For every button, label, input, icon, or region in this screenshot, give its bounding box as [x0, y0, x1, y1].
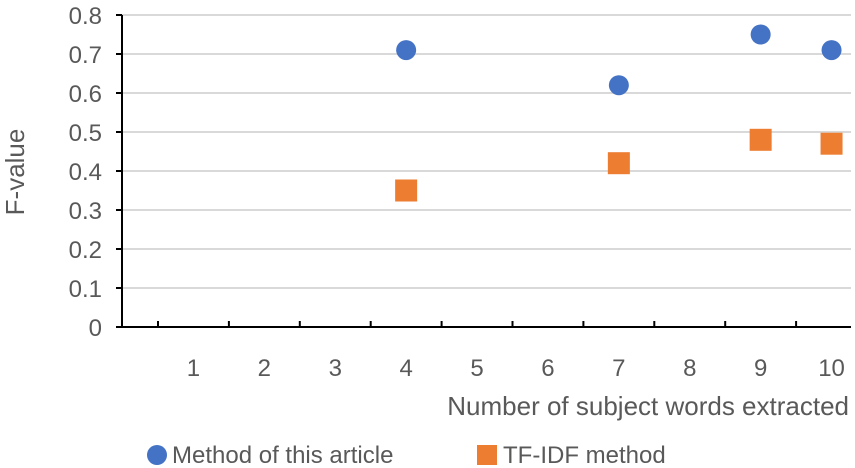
- legend-label-method-of-this-article: Method of this article: [172, 442, 393, 468]
- legend: Method of this article TF-IDF method: [147, 442, 666, 468]
- point-tf-idf-method: [607, 152, 630, 175]
- point-tf-idf-method: [749, 128, 772, 151]
- y-tick-label: 0.8: [69, 3, 102, 30]
- x-tick-label: 10: [818, 355, 845, 382]
- point-method-of-this-article: [396, 40, 417, 61]
- y-tick-label: 0.3: [69, 198, 102, 225]
- point-method-of-this-article: [608, 75, 629, 96]
- y-tick-label: 0.6: [69, 81, 102, 108]
- data-points: [395, 24, 843, 202]
- y-tick-label: 0.2: [69, 237, 102, 264]
- point-tf-idf-method: [820, 132, 843, 155]
- point-method-of-this-article: [750, 24, 771, 45]
- axes: [116, 14, 851, 328]
- x-tick-label: 2: [258, 355, 271, 382]
- y-tick-labels: 0 0.1 0.2 0.3 0.4 0.5 0.6 0.7 0.8: [69, 3, 102, 342]
- x-tick-label: 9: [754, 355, 767, 382]
- point-method-of-this-article: [821, 40, 842, 61]
- point-tf-idf-method: [395, 179, 418, 202]
- x-tick-labels: 1 2 3 4 5 6 7 8 9 10: [187, 355, 845, 382]
- x-tick-label: 1: [187, 355, 200, 382]
- x-tick-label: 3: [329, 355, 342, 382]
- x-tick-label: 5: [470, 355, 483, 382]
- legend-marker-method-of-this-article: [147, 445, 167, 465]
- x-tick-label: 8: [683, 355, 696, 382]
- gridlines: [122, 14, 851, 289]
- y-tick-label: 0.1: [69, 276, 102, 303]
- x-tick-label: 7: [612, 355, 625, 382]
- legend-marker-tf-idf-method: [477, 445, 497, 465]
- x-tick-label: 6: [541, 355, 554, 382]
- y-tick-label: 0.4: [69, 159, 102, 186]
- y-axis-title: F-value: [0, 129, 30, 216]
- y-tick-label: 0: [89, 315, 102, 342]
- y-tick-label: 0.5: [69, 120, 102, 147]
- x-tick-label: 4: [399, 355, 412, 382]
- legend-label-tf-idf-method: TF-IDF method: [503, 442, 666, 468]
- x-axis-title: Number of subject words extracted: [447, 391, 849, 421]
- y-tick-label: 0.7: [69, 42, 102, 69]
